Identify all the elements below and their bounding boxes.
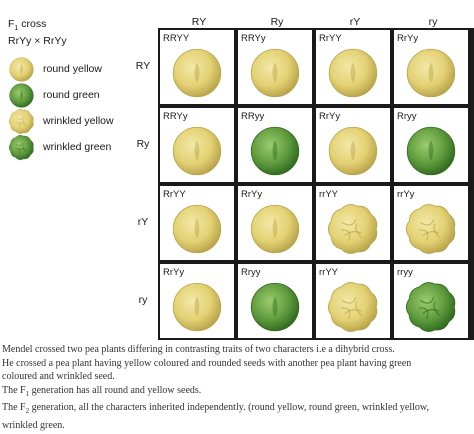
round-yellow-seed-icon [250,48,300,98]
legend: F1 cross RrYy × RrYy round yellow round g… [8,18,144,160]
punnett-cell: RrYy [238,186,312,260]
wrinkled-yellow-seed-icon [8,108,34,134]
punnett-cell: RrYY [160,186,234,260]
punnett-cell: RrYy [394,30,468,104]
legend-title-f: F [8,18,15,30]
legend-title-rest: cross [18,18,47,30]
caption-line-4: The F1 generation has all round and yell… [2,384,472,402]
caption-line-4-sub: 1 [25,389,30,398]
genotype-label: RrYY [319,33,342,44]
punnett-cell: Rryy [394,108,468,182]
legend-title-sub: 1 [14,25,19,33]
legend-item-round-green: round green [8,82,100,108]
round-green-seed-icon [9,82,34,108]
punnett-cell: RRYy [160,108,234,182]
column-gamete-ry: ry [428,16,438,28]
caption-line-5: The F2 generation, all the characters in… [2,401,472,419]
caption-line-1: Mendel crossed two pea plants differing … [2,344,395,355]
legend-item-wrinkled-yellow: wrinkled yellow [8,108,114,134]
round-yellow-seed-icon [328,126,378,176]
column-gamete-RY: RY [191,16,207,28]
legend-item-wrinkled-green: wrinkled green [8,134,111,160]
round-green-seed-icon [250,126,300,176]
round-yellow-seed-icon [172,204,222,254]
caption-line-4-post: generation has all round and yellow seed… [29,384,202,396]
round-green-seed-icon [250,282,300,332]
legend-item-label: round green [43,89,100,101]
caption: Mendel crossed two pea plants differing … [2,343,472,432]
punnett-cell: rrYY [316,186,390,260]
genotype-label: RrYy [241,189,263,200]
genotype-label: RrYy [397,33,419,44]
legend-item-label: wrinkled green [43,141,112,153]
caption-line-3: coloured and wrinkled seed. [2,371,115,382]
round-yellow-seed-icon [172,126,222,176]
wrinkled-green-seed-icon [8,134,34,160]
punnett-cell: RRYy [238,30,312,104]
punnett-cell: RrYy [160,264,234,338]
row-gamete-ry: ry [138,294,148,306]
round-yellow-seed-icon [172,48,222,98]
genotype-label: RrYY [163,189,186,200]
punnett-cell: rrYY [316,264,390,338]
genotype-label: RRyy [241,111,265,122]
caption-line-2: He crossed a pea plant having yellow col… [2,357,412,369]
punnett-cell: RRYY [160,30,234,104]
punnett-cell: RRyy [238,108,312,182]
caption-line-5-sub: 2 [25,407,30,415]
genotype-label: RRYy [163,111,188,122]
caption-line-6: wrinkled green. [2,419,65,431]
legend-cross: RrYy × RrYy [8,35,67,48]
genotype-label: RRYY [163,33,190,44]
genotype-label: rrYY [319,267,338,278]
caption-line-4-pre: The F [2,384,26,396]
column-gamete-Ry: Ry [270,16,284,28]
round-yellow-seed-icon [406,48,456,98]
legend-item-label: round yellow [43,63,102,75]
genotype-label: Rryy [397,111,417,122]
round-yellow-seed-icon [250,204,300,254]
round-yellow-seed-icon [328,48,378,98]
genotype-label: RRYy [241,33,266,44]
punnett-square: RRYY RRYy RrYY RrYy RRYy RRyy RrYy Rryy RrYY RrYy… [158,28,474,340]
genotype-label: rrYY [319,189,338,200]
genotype-label: RrYy [319,111,341,122]
wrinkled-yellow-seed-icon [327,204,378,254]
round-green-seed-icon [406,126,456,176]
row-gamete-Ry: Ry [136,138,150,150]
column-gamete-rY: rY [349,16,361,28]
genotype-label: rrYy [397,189,415,200]
round-yellow-seed-icon [9,56,34,82]
caption-line-5-post: generation, all the characters inherited… [29,402,429,413]
round-yellow-seed-icon [172,282,222,332]
row-gamete-rY: rY [137,216,149,228]
wrinkled-yellow-seed-icon [327,282,378,332]
genotype-label: Rryy [241,267,261,278]
wrinkled-yellow-seed-icon [405,204,456,254]
legend-item-round-yellow: round yellow [8,56,102,82]
row-gamete-RY: RY [135,60,151,72]
punnett-cell: rrYy [394,186,468,260]
legend-title: F1 cross [8,18,144,35]
punnett-cell: RrYY [316,30,390,104]
genotype-label: rryy [397,267,413,278]
genotype-label: RrYy [163,267,185,278]
caption-line-5-pre: The F [2,402,26,413]
legend-item-label: wrinkled yellow [43,115,114,127]
punnett-cell: RrYy [316,108,390,182]
punnett-cell: Rryy [238,264,312,338]
wrinkled-green-seed-icon [405,282,456,332]
punnett-cell: rryy [394,264,468,338]
